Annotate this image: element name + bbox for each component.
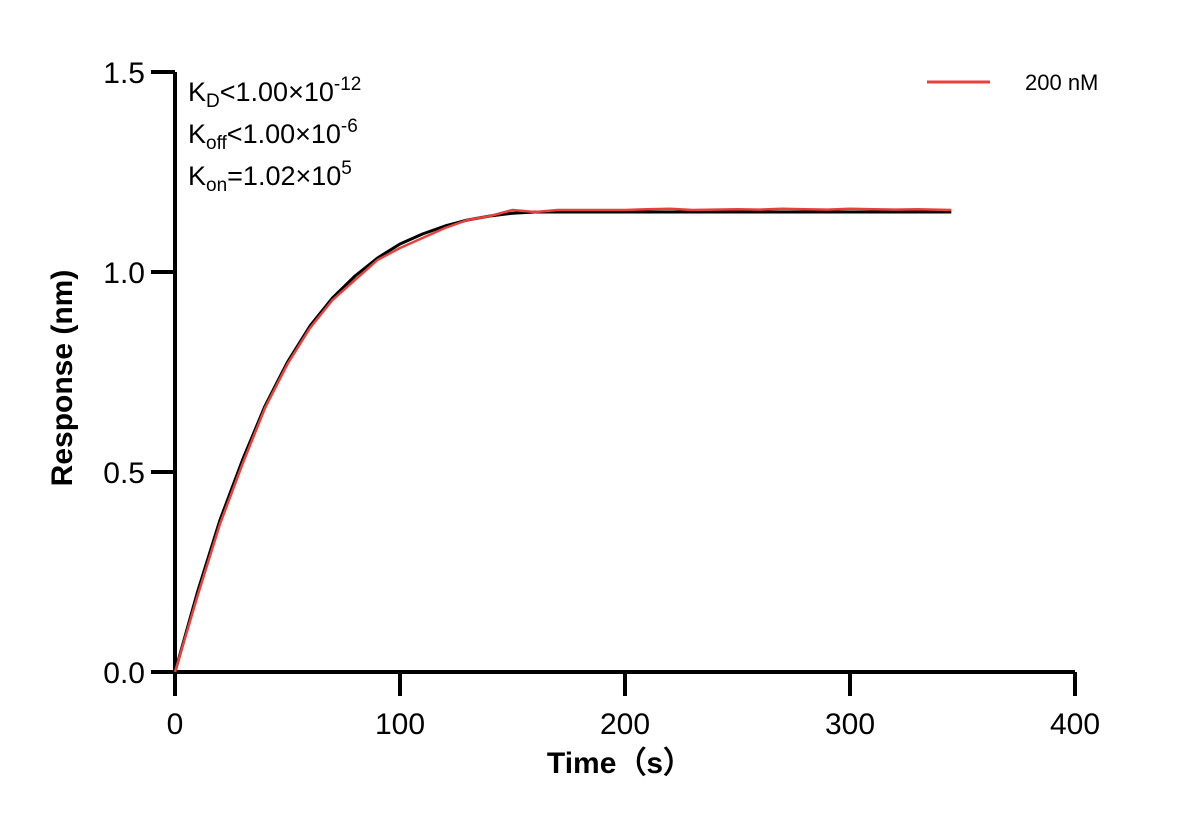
x-tick-label: 300 <box>825 708 875 741</box>
legend-label-200nm: 200 nM <box>1025 70 1098 95</box>
series-layer <box>173 207 952 673</box>
koff-annotation: Koff<1.00×10-6 <box>188 116 358 154</box>
x-axis-title: Time（s） <box>547 746 693 780</box>
x-tick-label: 200 <box>600 708 650 741</box>
kon-annotation: Kon=1.02×105 <box>188 158 352 196</box>
fit-curve <box>173 210 952 673</box>
kd-annotation: KD<1.00×10-12 <box>188 74 361 112</box>
x-tick-label: 100 <box>375 708 425 741</box>
series-line-200nm <box>173 207 952 673</box>
y-tick-label: 1.0 <box>103 257 145 290</box>
y-tick-label: 0.5 <box>103 457 145 490</box>
legend: 200 nM <box>927 70 1098 95</box>
x-tick-label: 400 <box>1050 708 1100 741</box>
y-tick-label: 0.0 <box>103 657 145 690</box>
y-tick-label: 1.5 <box>103 57 145 90</box>
x-tick-label: 0 <box>167 708 184 741</box>
axes: 0.0 0.5 1.0 1.5 0 100 200 300 400 <box>103 57 1100 741</box>
y-axis-title: Response (nm) <box>46 270 79 487</box>
